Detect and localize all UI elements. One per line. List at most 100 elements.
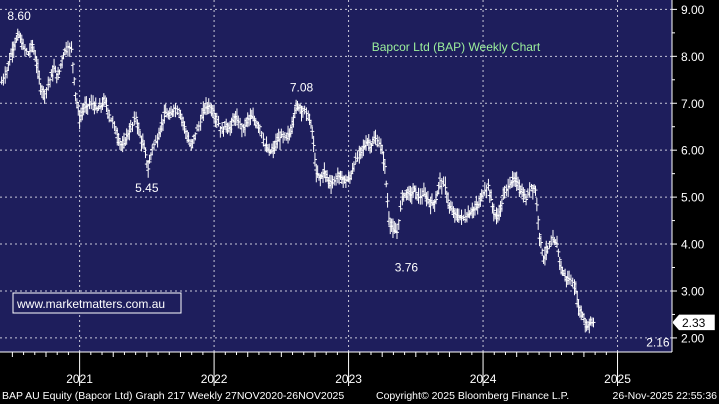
price-bar [198, 114, 203, 131]
price-bar [349, 170, 354, 181]
price-bar [70, 62, 75, 74]
price-bar [72, 77, 77, 86]
price-bar [413, 185, 418, 200]
price-bar [545, 245, 550, 254]
price-bar [556, 248, 561, 258]
price-bar [221, 126, 226, 137]
price-bar [310, 126, 315, 139]
price-bar [579, 305, 584, 321]
price-bar [308, 119, 313, 129]
price-bar [259, 131, 264, 139]
price-bar [134, 111, 139, 125]
price-bar [557, 256, 562, 271]
annotation-3: 3.76 [395, 260, 419, 274]
x-tick-label-0: 2021 [66, 372, 93, 386]
x-tick-label-2: 2023 [335, 372, 362, 386]
price-bar [261, 133, 266, 147]
price-bar [385, 193, 390, 208]
price-bar [148, 152, 153, 161]
price-bar [69, 41, 74, 53]
footer-left: BAP AU Equity (Bapcor Ltd) Graph 217 Wee… [2, 390, 344, 402]
price-bar [57, 69, 62, 75]
price-bar [533, 185, 538, 196]
price-bar [386, 211, 391, 226]
x-tick-label-3: 2024 [470, 372, 497, 386]
price-bar [4, 66, 9, 79]
price-bar [370, 136, 375, 146]
price-bar [538, 235, 543, 249]
last-price-label: 2.33 [682, 316, 706, 330]
price-bar [152, 141, 157, 151]
y-axis: 9.00 8.00 7.00 6.00 5.00 4.00 3.00 2.00 [671, 0, 705, 352]
price-bar [257, 124, 262, 135]
annotation-1: 5.45 [135, 181, 159, 195]
price-bar [486, 178, 491, 191]
price-bar [536, 215, 541, 230]
x-axis: 2021 2022 2023 2024 2025 [0, 351, 672, 386]
price-bars [0, 28, 596, 334]
price-bar [53, 65, 58, 73]
price-bar [381, 151, 386, 171]
y-tick-label-2: 7.00 [681, 97, 705, 111]
chart-title: Bapcor Ltd (BAP) Weekly Chart [372, 40, 541, 54]
price-bar [549, 235, 554, 247]
x-tick-label-1: 2022 [201, 372, 228, 386]
price-bar [56, 66, 61, 80]
price-bar [146, 160, 151, 178]
footer-center: Copyright© 2025 Bloomberg Finance L.P. [376, 390, 569, 402]
last-price-tag: 2.33 [671, 314, 716, 331]
price-bar [394, 223, 399, 240]
price-bar [433, 190, 438, 205]
price-bar [534, 197, 539, 212]
price-bar [581, 313, 586, 323]
price-bar [7, 52, 12, 65]
y-tick-label-5: 4.00 [681, 238, 705, 252]
price-bar [37, 70, 42, 85]
price-bar [524, 193, 529, 206]
price-bar [591, 317, 596, 328]
y-tick-label-1: 8.00 [681, 50, 705, 64]
price-bar [76, 102, 81, 116]
price-bar [216, 115, 221, 127]
annotation-4: 2.16 [646, 335, 670, 349]
price-bar [489, 189, 494, 201]
watermark-box[interactable]: www.marketmatters.com.au [12, 292, 182, 314]
watermark-url[interactable]: www.marketmatters.com.au [16, 297, 165, 311]
annotation-0: 8.60 [7, 9, 31, 23]
price-bar [540, 248, 545, 256]
price-bar [311, 135, 316, 153]
price-bar [30, 39, 35, 53]
price-bar [177, 107, 182, 118]
price-bar [351, 161, 356, 172]
price-bar [193, 132, 198, 141]
price-bar [396, 219, 401, 230]
price-bar [312, 152, 317, 167]
y-tick-label-0: 9.00 [681, 3, 705, 17]
price-bar [446, 192, 451, 210]
price-bar [50, 65, 55, 82]
price-bar [190, 139, 195, 148]
price-bar [73, 92, 78, 102]
price-bar [178, 110, 183, 120]
price-bar [384, 180, 389, 188]
price-bar [555, 235, 560, 248]
footer-bar [0, 386, 719, 404]
annotation-2: 7.08 [290, 80, 314, 94]
y-tick-label-3: 6.00 [681, 144, 705, 158]
y-tick-label-6: 3.00 [681, 284, 705, 298]
price-bar [48, 77, 53, 88]
price-bar [527, 182, 532, 198]
price-bar [491, 203, 496, 222]
price-bar [104, 97, 109, 112]
price-bar [382, 159, 387, 174]
footer-right: 26-Nov-2025 22:55:36 [613, 390, 718, 402]
price-bar [6, 61, 11, 71]
price-bar [147, 155, 152, 164]
y-tick-label-4: 5.00 [681, 191, 705, 205]
price-bar [443, 176, 448, 195]
annotations: 8.60 5.45 7.08 3.76 2.16 [7, 9, 669, 349]
price-bar [136, 122, 141, 136]
y-tick-label-7: 2.00 [681, 331, 705, 345]
